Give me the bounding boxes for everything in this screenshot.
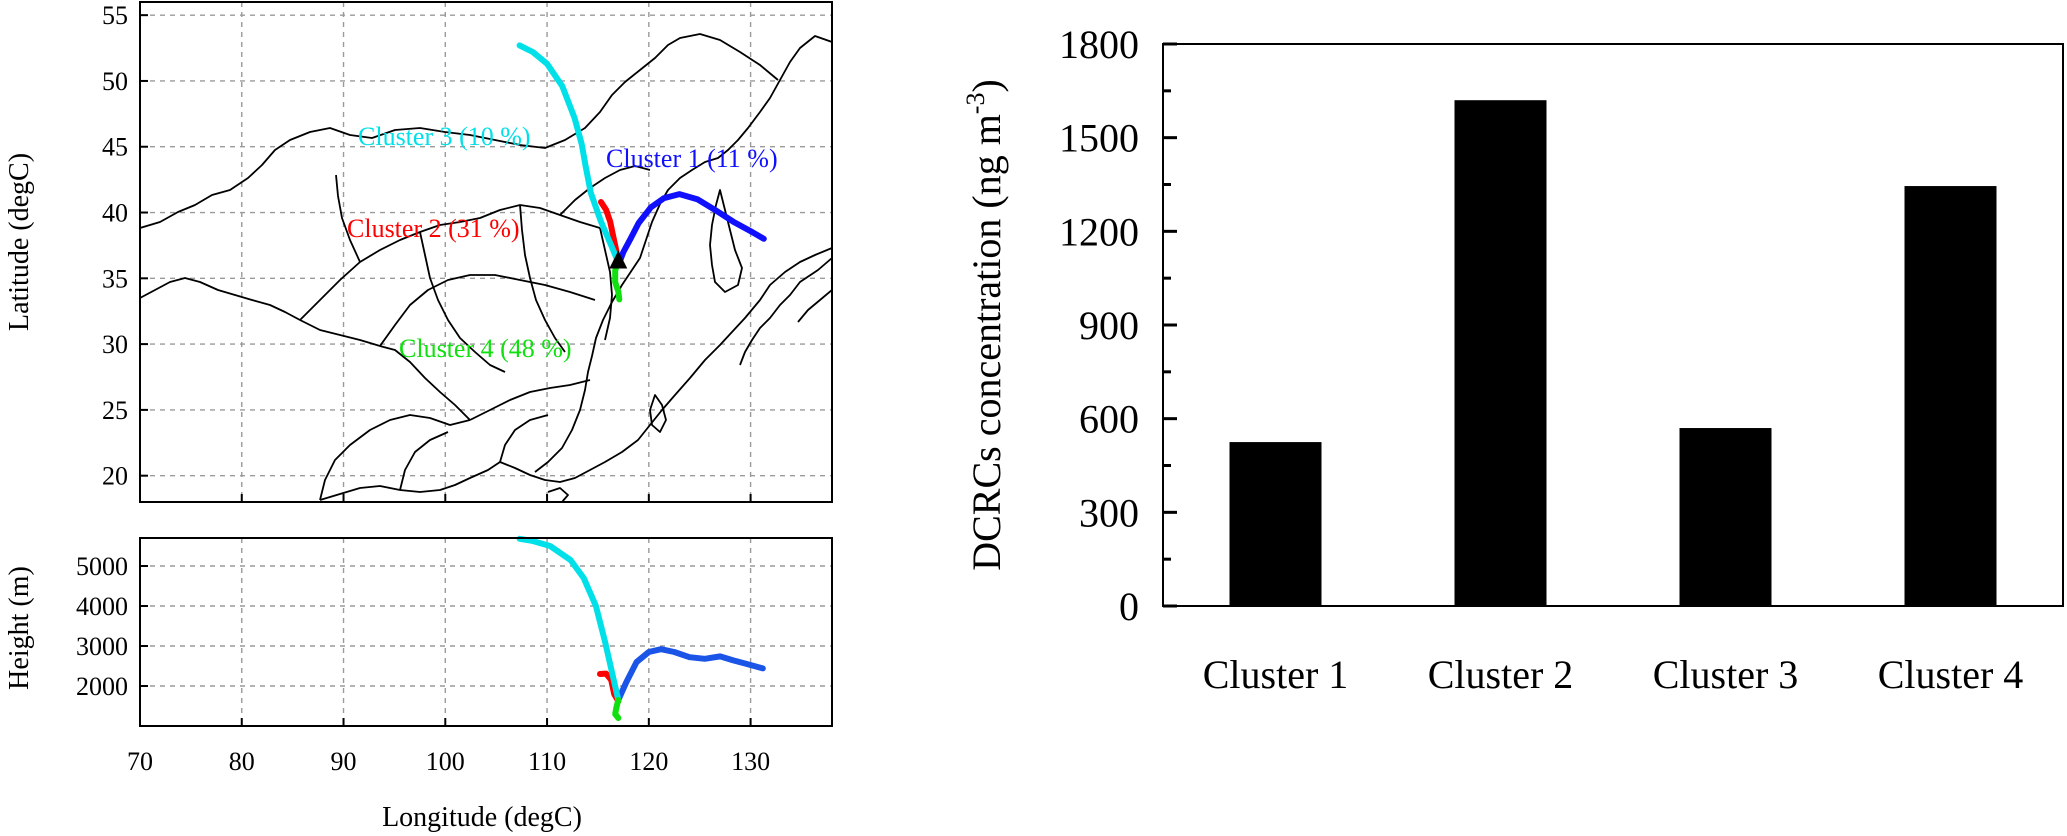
map-gridlines [140,2,832,502]
bar-3 [1679,428,1772,606]
bar-ytick-label-600: 600 [1079,397,1139,442]
map-ytick-label-35: 35 [102,264,128,293]
trajectory-height-panel: 70 80 90 100 110 120 130 2000 3000 4000 5000 Heigh… [4,535,833,833]
bar-y-axis-label: DCRCs concentration (ng m-3) [961,79,1009,571]
height-xtick-label-120: 120 [629,747,668,776]
height-trajectory-cluster-1 [615,646,766,703]
bar-axis-ticks: Cluster 1 Cluster 2 Cluster 3 Cluster 4 0 300… [1059,22,2023,697]
japan-coast [739,257,832,366]
bar-1 [1229,442,1322,606]
concentration-bar-panel: Cluster 1 Cluster 2 Cluster 3 Cluster 4 0 300… [961,22,2064,697]
height-trajectories [516,535,766,721]
province-borders [299,165,651,421]
height-xtick-label-100: 100 [426,747,465,776]
height-ytick-label-4000: 4000 [76,592,128,621]
bar-y-axis-label-main: DCRCs concentration (ng m [964,114,1009,571]
height-xtick-label-110: 110 [528,747,566,776]
map-ytick-label-30: 30 [102,330,128,359]
trajectory-map-panel: 20 25 30 35 40 45 50 55 Cluster 3 (10 %) Cluste… [4,1,833,503]
map-boundaries [140,33,832,502]
map-ytick-label-50: 50 [102,67,128,96]
map-ytick-label-40: 40 [102,199,128,228]
bar-category-label-3: Cluster 3 [1653,652,1799,697]
cluster-2-label: Cluster 2 (31 %) [347,214,520,243]
hainan [547,487,569,502]
korea-coast [709,189,743,293]
map-trajectories [516,42,767,303]
map-ytick-label-25: 25 [102,396,128,425]
bar-y-axis-label-sup: -3 [961,93,990,115]
bar-4 [1904,186,1997,607]
bar-ytick-label-1800: 1800 [1059,22,1139,67]
taiwan [649,394,667,433]
height-xtick-label-90: 90 [331,747,357,776]
cluster-labels: Cluster 3 (10 %) Cluster 1 (11 %) Cluste… [347,122,778,363]
bar-ytick-label-300: 300 [1079,490,1139,535]
coastline [319,247,832,501]
bar-category-label-1: Cluster 1 [1203,652,1349,697]
map-ytick-label-20: 20 [102,462,128,491]
bar-ytick-label-1200: 1200 [1059,209,1139,254]
map-axis-ticks: 20 25 30 35 40 45 50 55 [102,1,752,502]
height-y-axis-label: Height (m) [4,566,35,690]
bar-2 [1454,100,1547,606]
bar-ytick-label-0: 0 [1119,584,1139,629]
height-ytick-label-3000: 3000 [76,632,128,661]
height-trajectory-cluster-4 [612,697,622,721]
coastline-north [534,35,832,473]
receptor-site-marker [609,250,628,269]
height-xtick-label-130: 130 [731,747,770,776]
longitude-x-axis-label: Longitude (degC) [382,802,582,833]
map-trajectory-cluster-1 [615,191,767,269]
bar-category-label-2: Cluster 2 [1428,652,1574,697]
bar-ytick-label-1500: 1500 [1059,116,1139,161]
bar-category-label-4: Cluster 4 [1878,652,2024,697]
country-border-north [140,33,779,229]
height-frame [139,537,833,727]
bar-y-axis-label-close: ) [964,79,1009,92]
height-ytick-label-5000: 5000 [76,552,128,581]
map-trajectory-cluster-3 [516,42,622,266]
height-gridlines [140,538,832,726]
bar-ytick-label-900: 900 [1079,303,1139,348]
height-xtick-label-70: 70 [127,747,153,776]
height-ytick-label-2000: 2000 [76,672,128,701]
southern-borders [319,414,549,501]
cluster-1-label: Cluster 1 (11 %) [606,144,778,173]
map-ytick-label-45: 45 [102,133,128,162]
map-ytick-label-55: 55 [102,1,128,30]
height-xtick-label-80: 80 [229,747,255,776]
height-axis-ticks: 70 80 90 100 110 120 130 2000 3000 4000 5000 [76,552,770,776]
map-y-axis-label: Latitude (degC) [4,153,35,331]
map-frame [139,1,833,503]
height-trajectory-cluster-3 [516,535,622,703]
cluster-4-label: Cluster 4 (48 %) [399,334,572,363]
cluster-3-label: Cluster 3 (10 %) [358,122,531,151]
bars [1229,100,1997,607]
